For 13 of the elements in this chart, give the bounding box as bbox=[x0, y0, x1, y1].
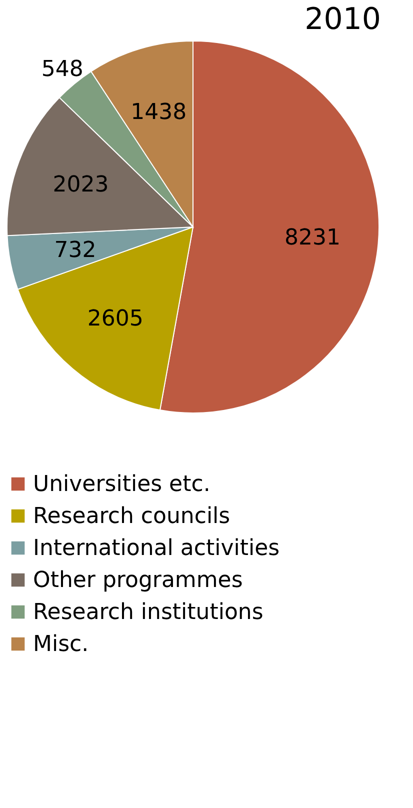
legend-label: International activities bbox=[33, 536, 280, 561]
legend-label: Misc. bbox=[33, 632, 89, 657]
data-label: 1438 bbox=[130, 100, 187, 126]
data-label: 2605 bbox=[87, 306, 144, 332]
legend-label: Other programmes bbox=[33, 568, 243, 593]
data-label: 2023 bbox=[52, 172, 109, 198]
data-label: 8231 bbox=[284, 226, 341, 251]
legend-label: Research councils bbox=[33, 504, 230, 529]
data-label: 548 bbox=[41, 56, 84, 82]
legend-label: Research institutions bbox=[33, 600, 264, 625]
chart-title: 2010 bbox=[304, 2, 381, 37]
legend-label: Universities etc. bbox=[33, 472, 210, 497]
data-label: 732 bbox=[54, 238, 96, 264]
